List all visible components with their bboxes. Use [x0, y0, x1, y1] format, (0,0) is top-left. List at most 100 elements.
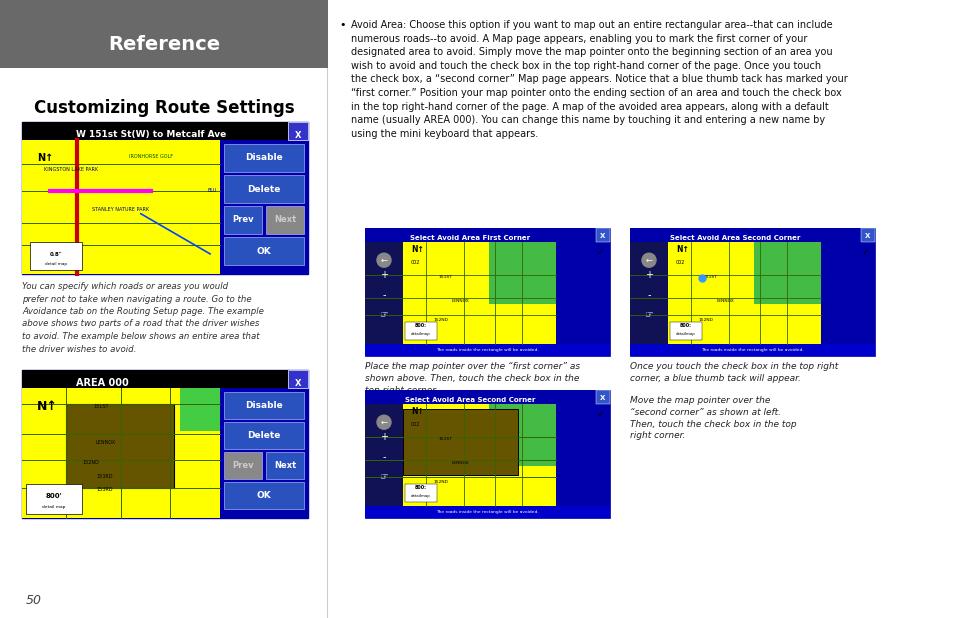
- Text: 151ST: 151ST: [437, 274, 452, 279]
- Text: 0.8": 0.8": [50, 252, 62, 256]
- Text: BLU: BLU: [207, 188, 216, 193]
- Text: 152ND: 152ND: [83, 460, 100, 465]
- Bar: [0, 0, 328, 68]
- Text: The roads inside the rectangle will be avoided.: The roads inside the rectangle will be a…: [700, 348, 802, 352]
- Bar: [403, 409, 517, 475]
- Text: detailmap: detailmap: [411, 494, 431, 498]
- Text: 002: 002: [410, 260, 419, 265]
- Text: Move the map pointer over the
“second corner” as shown at left.
Then, touch the : Move the map pointer over the “second co…: [629, 396, 796, 441]
- Text: +: +: [644, 269, 652, 279]
- Text: X: X: [599, 233, 605, 239]
- Text: X: X: [864, 233, 870, 239]
- Text: +: +: [379, 431, 388, 442]
- Text: Avoid Area: Choose this option if you want to map out an entire rectangular area: Avoid Area: Choose this option if you wa…: [351, 20, 847, 139]
- Circle shape: [376, 253, 391, 267]
- Bar: [365, 242, 402, 344]
- Text: 800': 800': [46, 493, 62, 499]
- Bar: [224, 144, 304, 172]
- Bar: [224, 237, 304, 265]
- Text: STANLEY NATURE PARK: STANLEY NATURE PARK: [92, 207, 150, 212]
- Text: Once you touch the check box in the top right
corner, a blue thumb tack will app: Once you touch the check box in the top …: [629, 362, 838, 383]
- Text: detail map: detail map: [42, 505, 66, 509]
- Text: Next: Next: [274, 460, 295, 470]
- Bar: [629, 228, 874, 356]
- Text: ✓: ✓: [597, 409, 604, 419]
- Bar: [288, 370, 308, 388]
- Bar: [365, 228, 596, 242]
- Bar: [669, 321, 701, 339]
- Bar: [365, 506, 609, 518]
- Text: X: X: [294, 378, 301, 387]
- Text: ←: ←: [380, 256, 387, 265]
- Bar: [22, 122, 308, 274]
- Text: LENNOX: LENNOX: [95, 440, 115, 445]
- Text: 50: 50: [26, 593, 42, 606]
- Text: 151ST: 151ST: [702, 274, 717, 279]
- Text: Prev: Prev: [232, 216, 253, 224]
- Text: 800:: 800:: [679, 323, 691, 328]
- Bar: [365, 390, 609, 518]
- Bar: [266, 206, 304, 234]
- Circle shape: [376, 415, 391, 429]
- Text: 800:: 800:: [415, 485, 427, 490]
- Text: Customizing Route Settings: Customizing Route Settings: [33, 99, 294, 117]
- Text: detailmap: detailmap: [411, 332, 431, 336]
- Text: Select Avoid Area Second Corner: Select Avoid Area Second Corner: [669, 235, 800, 241]
- Circle shape: [641, 253, 656, 267]
- Bar: [861, 228, 874, 242]
- Bar: [365, 404, 402, 506]
- Bar: [22, 122, 308, 140]
- Text: 152ND: 152ND: [699, 318, 713, 321]
- Text: 152ND: 152ND: [434, 480, 448, 483]
- Text: Disable: Disable: [245, 153, 283, 163]
- Text: OK: OK: [256, 491, 271, 499]
- Text: Select Avoid Area First Corner: Select Avoid Area First Corner: [410, 235, 530, 241]
- Text: Select Avoid Area Second Corner: Select Avoid Area Second Corner: [405, 397, 535, 403]
- Bar: [180, 388, 220, 431]
- Text: The roads inside the rectangle will be avoided.: The roads inside the rectangle will be a…: [436, 348, 537, 352]
- Text: ☞: ☞: [644, 310, 653, 321]
- Text: 152ND: 152ND: [434, 318, 448, 321]
- Bar: [224, 482, 304, 509]
- Bar: [753, 242, 821, 304]
- Text: +: +: [379, 269, 388, 279]
- Bar: [365, 228, 609, 356]
- Text: ☞: ☞: [379, 310, 388, 321]
- Text: You can specify which roads or areas you would
prefer not to take when navigatin: You can specify which roads or areas you…: [22, 282, 264, 353]
- Text: 153RD: 153RD: [97, 474, 113, 479]
- Text: OK: OK: [256, 247, 271, 255]
- Bar: [629, 228, 861, 242]
- Text: 002: 002: [410, 421, 419, 426]
- Bar: [405, 483, 436, 502]
- Text: Place the map pointer over the “first corner” as
shown above. Then, touch the ch: Place the map pointer over the “first co…: [365, 362, 579, 395]
- Bar: [224, 422, 304, 449]
- Text: N↑: N↑: [676, 245, 689, 255]
- Text: •: •: [338, 20, 345, 30]
- Text: detailmap: detailmap: [676, 332, 695, 336]
- Bar: [288, 122, 308, 140]
- Bar: [22, 140, 220, 274]
- Text: X: X: [294, 130, 301, 140]
- Bar: [629, 242, 821, 356]
- Text: Prev: Prev: [232, 460, 253, 470]
- Text: ←: ←: [380, 418, 387, 426]
- Bar: [365, 242, 556, 356]
- Text: N↑: N↑: [37, 153, 53, 163]
- Text: ☞: ☞: [379, 472, 388, 483]
- Bar: [22, 388, 220, 518]
- Text: 153RD: 153RD: [97, 487, 113, 492]
- Bar: [596, 390, 609, 404]
- Text: Next: Next: [274, 216, 295, 224]
- Bar: [266, 452, 304, 479]
- Bar: [22, 370, 308, 388]
- Text: N↑: N↑: [411, 407, 424, 417]
- Bar: [365, 344, 609, 356]
- Bar: [66, 404, 174, 488]
- Text: LENNOX: LENNOX: [451, 299, 469, 303]
- Text: ←: ←: [645, 256, 652, 265]
- Text: Delete: Delete: [247, 431, 280, 439]
- Text: N↑: N↑: [37, 399, 58, 412]
- Text: The roads inside the rectangle will be avoided.: The roads inside the rectangle will be a…: [436, 510, 537, 514]
- Text: 151ST: 151ST: [93, 404, 109, 408]
- Bar: [224, 206, 262, 234]
